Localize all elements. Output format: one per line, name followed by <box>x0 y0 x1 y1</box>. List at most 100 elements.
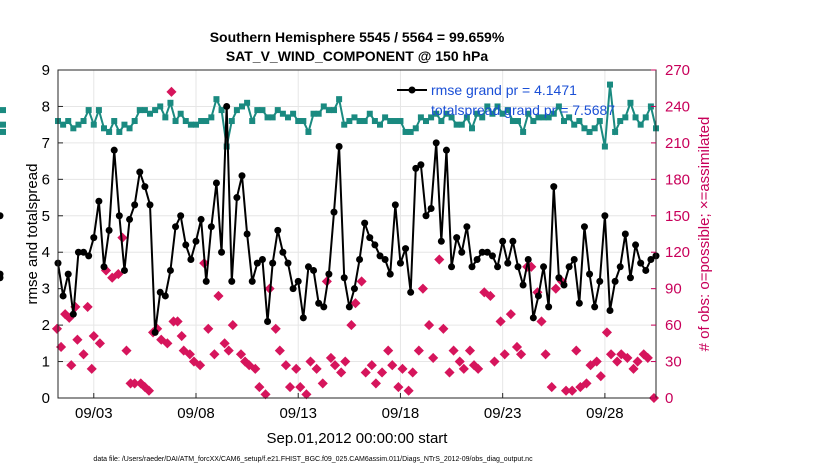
rmse-point <box>340 274 348 282</box>
totalspread-point <box>228 118 235 125</box>
obs-point <box>295 382 306 393</box>
rmse-point <box>105 226 113 234</box>
obs-point <box>413 345 424 356</box>
obs-point <box>172 316 183 327</box>
obs-point <box>571 345 582 356</box>
rmse-point <box>228 277 236 285</box>
totalspread-point <box>647 103 654 110</box>
totalspread-point <box>571 121 578 128</box>
rmse-point <box>212 179 220 187</box>
rmse-point <box>412 164 420 172</box>
rmse-point <box>335 143 343 151</box>
obs-point <box>642 352 653 363</box>
rmse-point <box>391 201 399 209</box>
totalspread-point <box>402 128 409 135</box>
obs-point <box>82 301 93 312</box>
obs-point <box>628 363 639 374</box>
rmse-point <box>325 270 333 278</box>
totalspread-point <box>504 107 511 114</box>
totalspread-point <box>290 110 297 117</box>
obs-point <box>407 367 418 378</box>
obs-point <box>434 254 445 265</box>
totalspread-point <box>540 114 547 121</box>
obs-point <box>458 363 469 374</box>
totalspread-point <box>203 118 210 125</box>
rmse-point <box>591 303 599 311</box>
rmse-point <box>156 288 164 296</box>
rmse-point <box>621 230 629 238</box>
totalspread-point <box>269 114 276 121</box>
rmse-point <box>580 223 588 231</box>
rmse-point <box>611 277 619 285</box>
legend-rmse-marker <box>408 86 416 94</box>
totalspread-point <box>612 128 619 135</box>
rmse-point <box>64 270 72 278</box>
totalspread-point <box>622 114 629 121</box>
totalspread-point <box>249 118 256 125</box>
totalspread-point <box>65 118 72 125</box>
rmse-point <box>376 252 384 260</box>
y-tick-label: 0 <box>42 390 50 407</box>
rmse-point <box>238 172 246 180</box>
totalspread-point <box>101 125 107 132</box>
totalspread-point <box>279 110 286 117</box>
obs-point <box>550 283 561 294</box>
totalspread-point <box>310 110 317 117</box>
rmse-point <box>560 281 568 289</box>
obs-point <box>581 378 592 389</box>
totalspread-point <box>95 107 102 114</box>
totalspread-point <box>198 118 205 125</box>
rmse-point <box>468 263 476 271</box>
rmse-point <box>504 259 512 267</box>
y-tick-label: 4 <box>42 244 50 261</box>
obs-point <box>64 312 75 323</box>
totalspread-point <box>637 121 644 128</box>
obs-point <box>143 385 155 396</box>
totalspread-point <box>218 107 225 114</box>
rmse-point <box>182 241 190 249</box>
totalspread-point <box>182 118 189 125</box>
totalspread-point <box>535 114 542 121</box>
rmse-point <box>269 259 277 267</box>
rmse-point <box>59 292 67 300</box>
y-right-tick-label: 30 <box>665 354 682 371</box>
obs-point <box>424 320 435 331</box>
rmse-point <box>74 248 82 256</box>
totalspread-point <box>423 118 429 125</box>
rmse-point <box>161 292 169 300</box>
obs-point <box>209 349 220 360</box>
obs-point <box>428 352 439 363</box>
rmse-point <box>632 241 640 249</box>
rmse-point <box>570 256 578 264</box>
rmse-point <box>601 212 609 220</box>
totalspread-point <box>274 107 281 114</box>
totalspread-point <box>70 125 77 132</box>
rmse-point <box>90 234 98 242</box>
rmse-point <box>310 266 318 274</box>
obs-point <box>94 338 105 349</box>
obs-point <box>575 382 586 393</box>
obs-point <box>387 360 398 371</box>
obs-point <box>291 363 302 374</box>
totalspread-point <box>157 103 164 110</box>
totalspread-point <box>596 118 603 125</box>
obs-point <box>473 363 484 374</box>
rmse-point <box>529 314 537 322</box>
rmse-point <box>386 270 394 278</box>
rmse-point <box>437 237 445 245</box>
rmse-point <box>606 307 614 315</box>
obs-point <box>223 345 234 356</box>
rmse-point <box>463 223 471 231</box>
rmse-point <box>274 226 282 234</box>
obs-point <box>612 356 623 367</box>
y-tick-label: 5 <box>42 208 50 225</box>
obs-point <box>184 349 195 360</box>
totalspread-point <box>484 103 491 110</box>
y-axis-label-right: # of obs: o=possible; ×=assimilated <box>696 117 713 352</box>
totalspread-point <box>126 125 133 132</box>
obs-point <box>567 385 578 396</box>
totalspread-point <box>371 118 378 125</box>
totalspread-point <box>525 110 532 117</box>
obs-point <box>370 378 381 389</box>
obs-point <box>516 349 527 360</box>
